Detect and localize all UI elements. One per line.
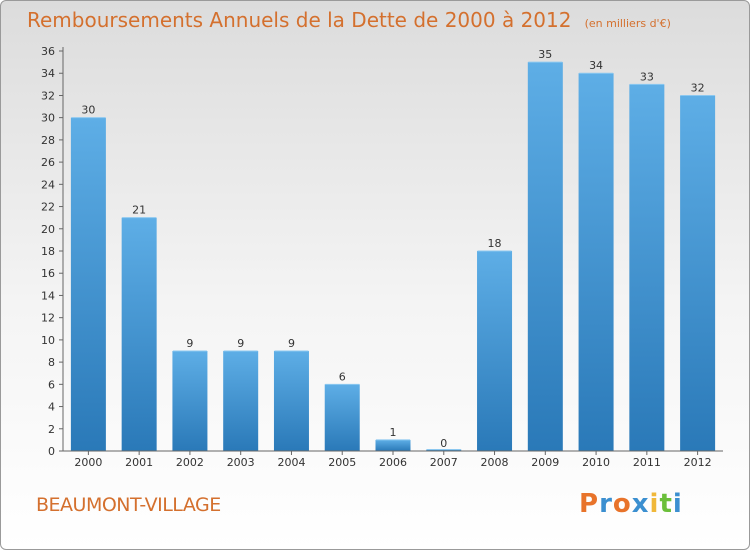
y-tick-label-10: 10 [41, 334, 55, 347]
value-label-2006: 1 [390, 426, 397, 439]
y-tick-label-28: 28 [41, 134, 55, 147]
value-label-2007: 0 [440, 437, 447, 450]
value-label-2009: 35 [538, 48, 552, 61]
bar-2000 [70, 117, 106, 452]
value-label-2005: 6 [339, 370, 346, 383]
bar-2002 [172, 351, 208, 451]
x-tick-label-2001: 2001 [125, 456, 153, 469]
y-tick-label-36: 36 [41, 45, 55, 58]
y-tick-label-32: 32 [41, 89, 55, 102]
value-label-2001: 21 [132, 204, 146, 217]
bar-2009 [527, 62, 563, 451]
y-tick-label-18: 18 [41, 245, 55, 258]
bar-2004 [273, 351, 309, 451]
x-tick-label-2003: 2003 [227, 456, 255, 469]
logo-letter: i [649, 489, 660, 519]
axes-layer: 3020002120019200292003920046200512006020… [41, 45, 723, 469]
chart-unit: (en milliers d'€) [584, 17, 671, 30]
x-tick-label-2002: 2002 [176, 456, 204, 469]
x-tick-label-2008: 2008 [481, 456, 509, 469]
logo-letter: x [631, 489, 650, 519]
chart-header: Remboursements Annuels de la Dette de 20… [27, 8, 671, 32]
logo-letter: o [612, 489, 632, 519]
y-tick-label-2: 2 [48, 423, 55, 436]
y-tick-label-20: 20 [41, 223, 55, 236]
bar-2003 [223, 351, 259, 451]
y-tick-label-34: 34 [41, 67, 55, 80]
y-tick-label-16: 16 [41, 267, 55, 280]
commune-name: BEAUMONT-VILLAGE [36, 494, 221, 516]
logo-letter: t [659, 489, 673, 519]
y-tick-label-26: 26 [41, 156, 55, 169]
chart-title: Remboursements Annuels de la Dette de 20… [27, 8, 572, 32]
y-tick-label-12: 12 [41, 312, 55, 325]
bar-2010 [578, 73, 614, 451]
value-label-2012: 32 [691, 81, 705, 94]
value-label-2002: 9 [186, 337, 193, 350]
bar-2007 [426, 449, 462, 451]
logo-letter: i [672, 489, 683, 519]
bar-2008 [477, 251, 513, 451]
y-tick-label-4: 4 [48, 401, 55, 414]
x-tick-label-2005: 2005 [328, 456, 356, 469]
value-label-2003: 9 [237, 337, 244, 350]
x-tick-label-2009: 2009 [531, 456, 559, 469]
bar-2005 [324, 384, 360, 451]
y-tick-label-0: 0 [48, 445, 55, 458]
y-tick-label-24: 24 [41, 178, 55, 191]
logo-letter: P [579, 489, 600, 519]
x-tick-label-2000: 2000 [74, 456, 102, 469]
x-tick-label-2010: 2010 [582, 456, 610, 469]
x-tick-label-2007: 2007 [430, 456, 458, 469]
value-label-2000: 30 [81, 104, 95, 117]
y-tick-label-8: 8 [48, 356, 55, 369]
value-label-2010: 34 [589, 59, 603, 72]
x-tick-label-2006: 2006 [379, 456, 407, 469]
value-label-2004: 9 [288, 337, 295, 350]
y-tick-label-30: 30 [41, 112, 55, 125]
bar-2011 [629, 84, 665, 451]
bar-2012 [680, 95, 716, 451]
value-label-2008: 18 [488, 237, 502, 250]
logo-letter: r [599, 489, 613, 519]
y-tick-label-14: 14 [41, 289, 55, 302]
bar-2006 [375, 439, 411, 451]
bars-layer [70, 61, 716, 452]
x-tick-label-2012: 2012 [684, 456, 712, 469]
value-label-2011: 33 [640, 70, 654, 83]
y-tick-label-6: 6 [48, 378, 55, 391]
x-tick-label-2011: 2011 [633, 456, 661, 469]
bar-2001 [121, 217, 157, 451]
x-tick-label-2004: 2004 [277, 456, 305, 469]
y-tick-label-22: 22 [41, 201, 55, 214]
proxiti-logo: Proxiti [579, 489, 683, 519]
